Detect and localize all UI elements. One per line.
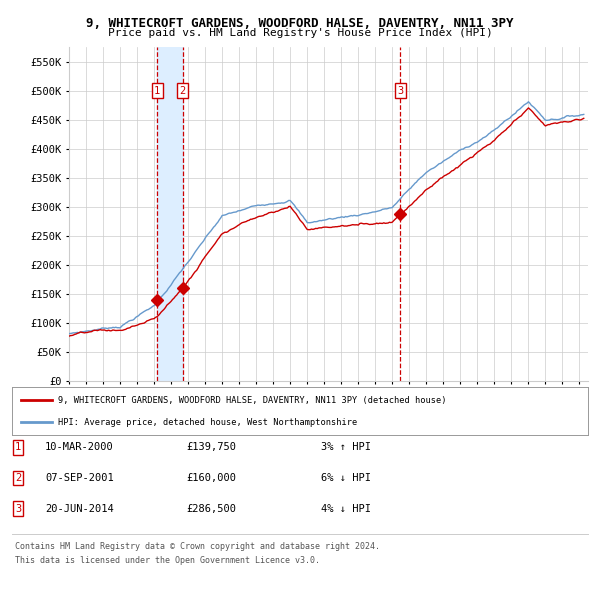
Text: £139,750: £139,750: [186, 442, 236, 452]
Text: Price paid vs. HM Land Registry's House Price Index (HPI): Price paid vs. HM Land Registry's House …: [107, 28, 493, 38]
Text: £286,500: £286,500: [186, 504, 236, 513]
Text: 1: 1: [154, 86, 160, 96]
Text: Contains HM Land Registry data © Crown copyright and database right 2024.: Contains HM Land Registry data © Crown c…: [15, 542, 380, 550]
Text: 6% ↓ HPI: 6% ↓ HPI: [321, 473, 371, 483]
Text: 9, WHITECROFT GARDENS, WOODFORD HALSE, DAVENTRY, NN11 3PY: 9, WHITECROFT GARDENS, WOODFORD HALSE, D…: [86, 17, 514, 30]
Text: 07-SEP-2001: 07-SEP-2001: [45, 473, 114, 483]
Text: HPI: Average price, detached house, West Northamptonshire: HPI: Average price, detached house, West…: [58, 418, 358, 427]
Text: This data is licensed under the Open Government Licence v3.0.: This data is licensed under the Open Gov…: [15, 556, 320, 565]
Text: 10-MAR-2000: 10-MAR-2000: [45, 442, 114, 452]
Text: 2: 2: [179, 86, 186, 96]
Text: 1: 1: [15, 442, 21, 452]
Text: 9, WHITECROFT GARDENS, WOODFORD HALSE, DAVENTRY, NN11 3PY (detached house): 9, WHITECROFT GARDENS, WOODFORD HALSE, D…: [58, 396, 446, 405]
Text: 3: 3: [15, 504, 21, 513]
Text: 20-JUN-2014: 20-JUN-2014: [45, 504, 114, 513]
Text: 3: 3: [397, 86, 403, 96]
Bar: [157, 47, 182, 381]
Text: 3% ↑ HPI: 3% ↑ HPI: [321, 442, 371, 452]
Text: £160,000: £160,000: [186, 473, 236, 483]
Text: 2: 2: [15, 473, 21, 483]
Text: 4% ↓ HPI: 4% ↓ HPI: [321, 504, 371, 513]
